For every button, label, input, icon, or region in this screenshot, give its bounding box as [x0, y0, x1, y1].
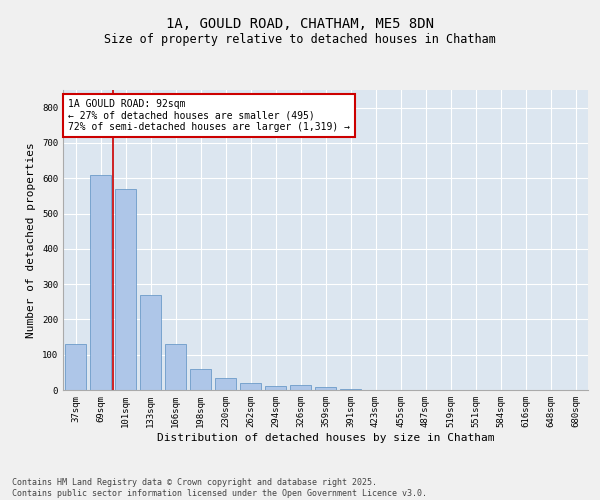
Bar: [265, 386, 286, 390]
Bar: [165, 344, 186, 390]
X-axis label: Distribution of detached houses by size in Chatham: Distribution of detached houses by size …: [157, 432, 494, 442]
Y-axis label: Number of detached properties: Number of detached properties: [26, 142, 37, 338]
Bar: [65, 344, 86, 390]
Bar: [215, 378, 236, 390]
Text: Contains HM Land Registry data © Crown copyright and database right 2025.
Contai: Contains HM Land Registry data © Crown c…: [12, 478, 427, 498]
Bar: [315, 387, 336, 390]
Bar: [190, 369, 211, 390]
Text: 1A, GOULD ROAD, CHATHAM, ME5 8DN: 1A, GOULD ROAD, CHATHAM, ME5 8DN: [166, 18, 434, 32]
Bar: [240, 383, 261, 390]
Bar: [290, 385, 311, 390]
Bar: [140, 294, 161, 390]
Text: 1A GOULD ROAD: 92sqm
← 27% of detached houses are smaller (495)
72% of semi-deta: 1A GOULD ROAD: 92sqm ← 27% of detached h…: [68, 99, 350, 132]
Text: Size of property relative to detached houses in Chatham: Size of property relative to detached ho…: [104, 32, 496, 46]
Bar: [115, 189, 136, 390]
Bar: [90, 174, 111, 390]
